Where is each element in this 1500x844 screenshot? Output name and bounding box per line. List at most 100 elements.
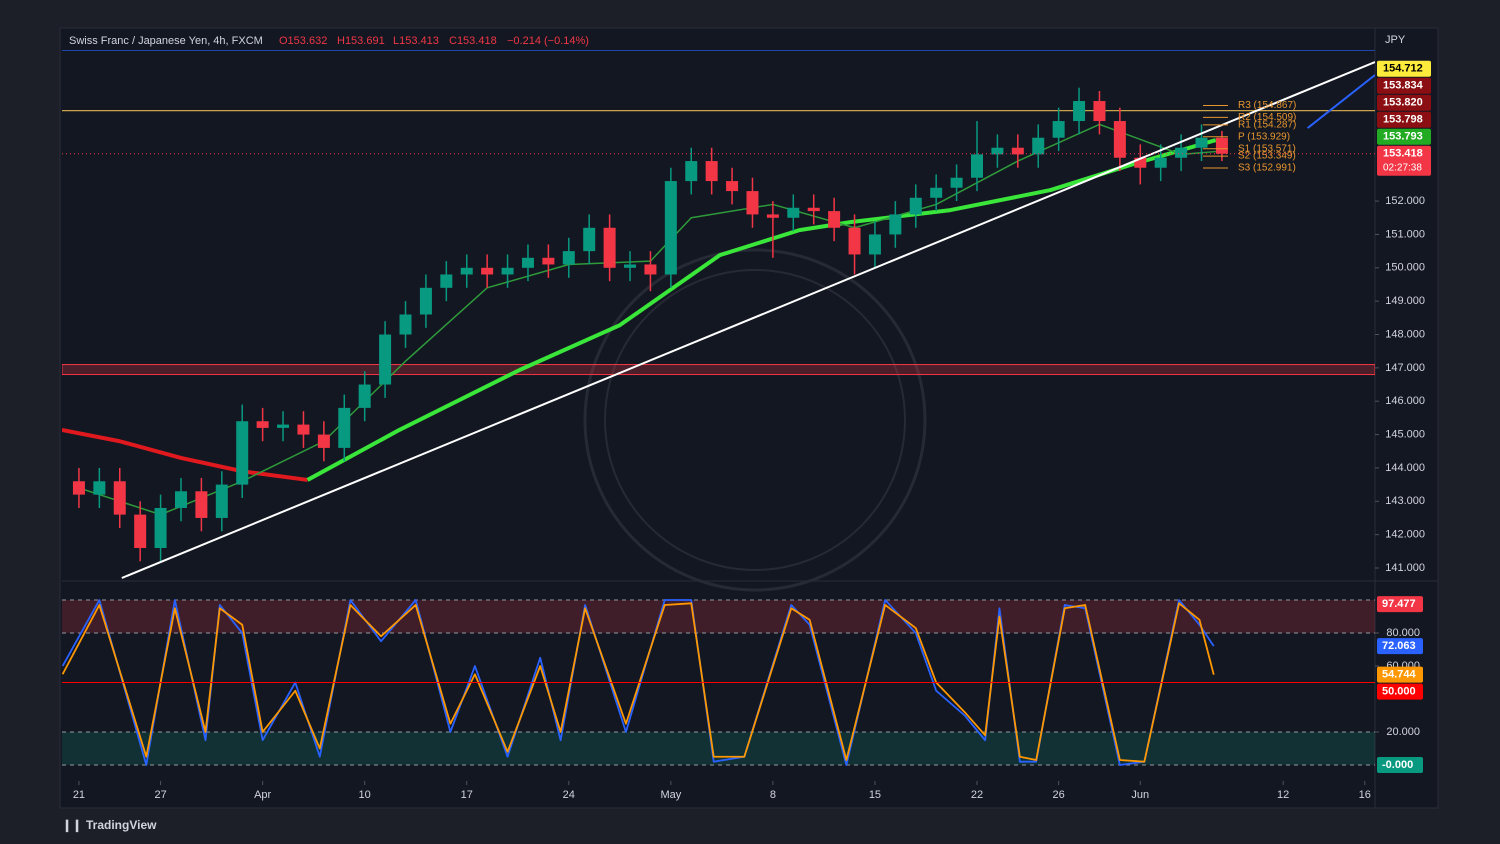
candle-body [1093,101,1106,122]
candle-body [1073,101,1086,122]
candle-body [93,481,106,495]
candle-body [950,177,963,188]
brand: TradingView [86,818,157,832]
candle-body [72,481,85,495]
candle-body [909,197,922,215]
candle-body [868,234,881,255]
oscillator-line [62,602,1215,763]
price-pane [62,50,1375,579]
zone [62,364,1375,376]
x-tick-label: 26 [1053,789,1065,801]
oscillator-band [62,731,1375,765]
candle-body [481,267,494,275]
countdown: 02:27:38 [1383,162,1422,173]
x-tick-label: 16 [1359,789,1371,801]
candle-body [787,207,800,218]
x-tick-label: 27 [154,789,166,801]
osc-tag [1377,596,1423,613]
osc-tick-label: 80.000 [1386,627,1420,639]
pivot-label: R3 (154.867) [1238,100,1296,111]
candle-body [113,481,126,515]
price-tag-label: 154.712 [1383,63,1423,75]
price-tag [1377,128,1431,145]
price-tag-label: 153.798 [1383,114,1423,126]
candle-body [1134,157,1147,168]
pivot-label: R1 (154.287) [1238,119,1296,130]
pivot-label: S1 (153.571) [1238,143,1296,154]
candle-body [644,264,657,275]
pivot-label: S3 (152.991) [1238,163,1296,174]
price-tag [1377,111,1431,128]
candle-body [521,257,534,268]
candle-body [460,267,473,275]
candle-body [358,384,371,408]
watermark [604,269,906,571]
candle-body [1113,121,1126,158]
trendline [121,61,1375,579]
candle-body [399,314,412,335]
candle-body [807,207,820,212]
x-tick-label: 8 [770,789,776,801]
candle-body [624,264,637,268]
price-tag-label: 153.793 [1383,131,1423,143]
candle-body [664,181,677,275]
candle-body [583,227,596,252]
x-tick-label: 22 [971,789,983,801]
candle-body [419,287,432,315]
x-tick-label: Jun [1131,789,1149,801]
candle-body [256,421,269,428]
osc-tag-label: 50.000 [1382,686,1416,698]
osc-tag [1377,683,1423,700]
candle-body [1052,121,1065,138]
axis-unit: JPY [1385,34,1406,46]
candle-body [746,191,759,215]
chart-title: Swiss Franc / Japanese Yen, 4h, FXCM [69,35,263,47]
candle-body [338,407,351,448]
osc-tag-label: 72.063 [1382,640,1416,652]
x-tick-label: 15 [869,789,881,801]
osc-tag [1377,756,1423,773]
candle-body [828,211,841,228]
x-tick-label: Apr [254,789,271,801]
candle-body [889,214,902,235]
ohlc-value: H153.691 [337,35,385,47]
candle-body [848,227,861,255]
candle-body [134,514,147,548]
candle-body [603,227,616,268]
x-tick-label: 12 [1277,789,1289,801]
y-tick-label: 145.000 [1385,428,1425,440]
candle-body [1215,137,1228,154]
pivot-label: P (153.929) [1238,131,1290,142]
x-tick-label: 10 [359,789,371,801]
pivot-label: R2 (154.509) [1238,112,1296,123]
candle-body [930,187,943,198]
price-tag [1377,77,1431,94]
x-tick-label: 24 [563,789,575,801]
trendline [1307,74,1375,129]
y-tick-label: 144.000 [1385,462,1425,474]
y-tick-label: 150.000 [1385,262,1425,274]
y-tick-label: 151.000 [1385,228,1425,240]
candle-body [236,421,249,485]
price-tag-label: 153.834 [1383,80,1424,92]
osc-tag-label: -0.000 [1382,759,1413,771]
x-tick-label: 17 [461,789,473,801]
y-tick-label: 143.000 [1385,495,1425,507]
osc-tag-label: 54.744 [1382,669,1417,681]
ohlc-value: C153.418 [449,35,497,47]
candle-body [1195,137,1208,148]
oscillator-pane [62,599,1375,766]
y-tick-label: 149.000 [1385,295,1425,307]
price-tag-label: 153.418 [1383,148,1423,160]
candle-body [174,491,187,508]
watermark [583,248,927,592]
y-tick-label: 142.000 [1385,529,1425,541]
ohlc-value: −0.214 (−0.14%) [507,35,589,47]
candle-body [317,434,330,448]
price-tag [1377,94,1431,111]
candle-body [297,424,310,435]
y-tick-label: 141.000 [1385,562,1425,574]
y-tick-label: 147.000 [1385,362,1425,374]
candle-body [542,257,555,265]
